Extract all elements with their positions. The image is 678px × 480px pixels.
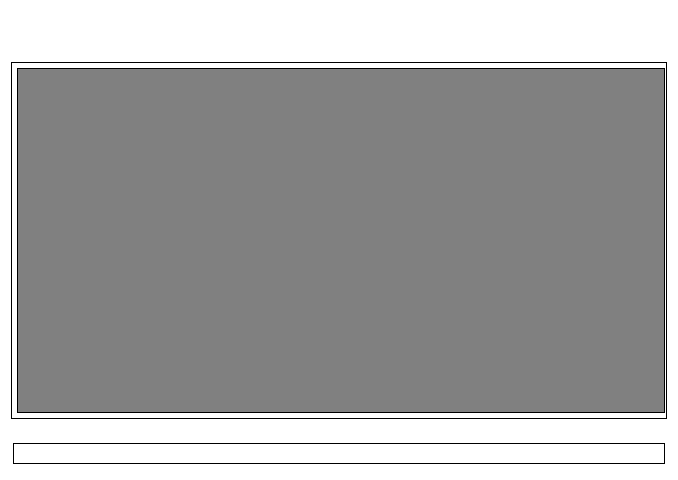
- map-plot-area[interactable]: [17, 68, 665, 413]
- coastlines-layer: [17, 68, 665, 413]
- axis-band-right: [659, 68, 665, 413]
- axis-band-left: [11, 68, 17, 413]
- axis-band-top: [17, 62, 665, 68]
- colorbar[interactable]: [13, 443, 665, 464]
- axis-band-bottom: [17, 413, 665, 419]
- colorbar-gradient: [14, 444, 664, 463]
